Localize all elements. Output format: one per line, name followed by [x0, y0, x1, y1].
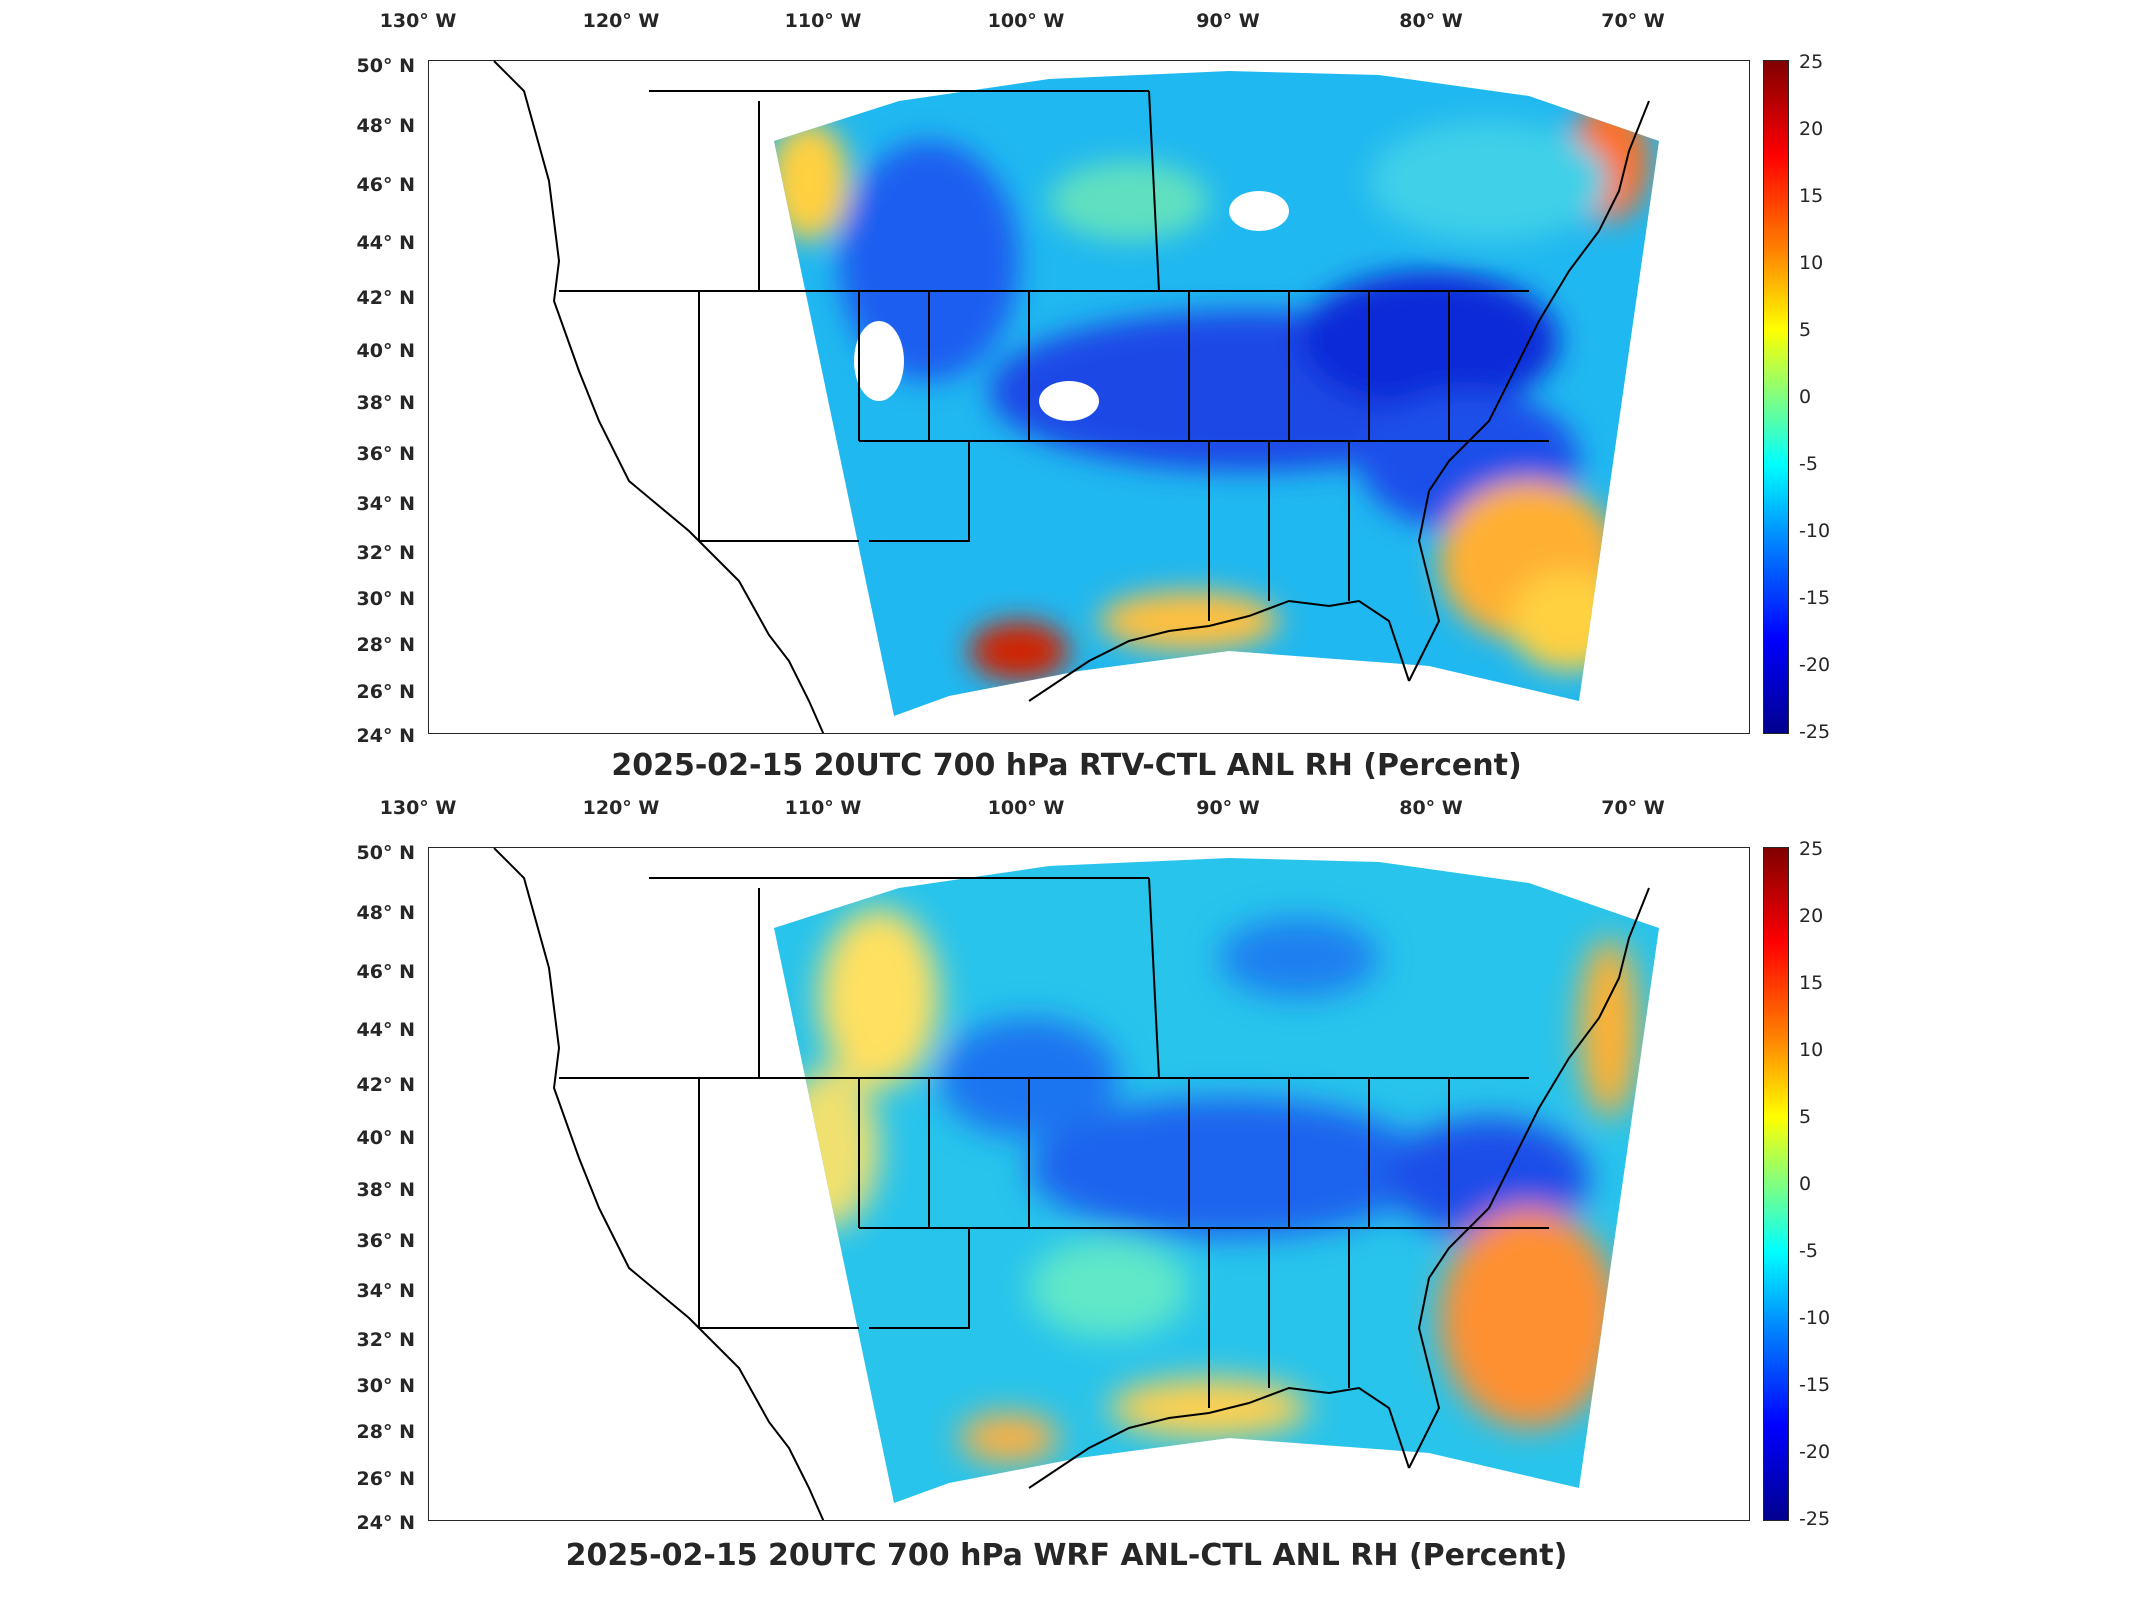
colorbar-tick: 0 — [1799, 1173, 1812, 1195]
lat-label: 24° N — [356, 1512, 415, 1534]
colorbar-tick: 20 — [1799, 905, 1824, 927]
lon-label: 80° W — [1399, 797, 1463, 819]
colorbar-tick: -15 — [1799, 587, 1831, 609]
colorbar-tick: 15 — [1799, 185, 1824, 207]
panel-rtv-ctl: 130° W 120° W 110° W 100° W 90° W 80° W … — [0, 0, 2133, 790]
lat-label: 30° N — [356, 588, 415, 610]
lat-label: 32° N — [356, 1329, 415, 1351]
lat-label: 38° N — [356, 1179, 415, 1201]
lat-label: 26° N — [356, 681, 415, 703]
map-frame — [428, 847, 1750, 1521]
colorbar — [1763, 847, 1789, 1521]
colorbar-tick: -10 — [1799, 1307, 1831, 1329]
coastline-and-borders — [493, 848, 1650, 1520]
lat-label: 48° N — [356, 902, 415, 924]
lat-label: 38° N — [356, 392, 415, 414]
panel-wrf-anl-ctl: 130° W 120° W 110° W 100° W 90° W 80° W … — [0, 790, 2133, 1580]
colorbar-tick: -10 — [1799, 520, 1831, 542]
lat-label: 34° N — [356, 493, 415, 515]
lon-label: 130° W — [379, 10, 457, 32]
colorbar-tick: -25 — [1799, 721, 1831, 743]
lat-label: 50° N — [356, 55, 415, 77]
panel-title: 2025-02-15 20UTC 700 hPa WRF ANL-CTL ANL… — [565, 1538, 1568, 1573]
lat-label: 40° N — [356, 340, 415, 362]
lon-label: 100° W — [987, 797, 1065, 819]
lon-label: 120° W — [582, 10, 660, 32]
lon-label: 110° W — [784, 10, 862, 32]
rh-difference-map — [493, 848, 1659, 1520]
colorbar-tick: 5 — [1799, 1106, 1812, 1128]
lat-label: 40° N — [356, 1127, 415, 1149]
lat-label: 42° N — [356, 287, 415, 309]
colorbar-tick: 5 — [1799, 319, 1812, 341]
lon-label: 130° W — [379, 797, 457, 819]
lon-label: 80° W — [1399, 10, 1463, 32]
lon-label: 90° W — [1196, 797, 1260, 819]
lat-label: 36° N — [356, 443, 415, 465]
lat-label: 32° N — [356, 542, 415, 564]
colorbar-tick: -20 — [1799, 1441, 1831, 1463]
lat-label: 34° N — [356, 1280, 415, 1302]
panel-title: 2025-02-15 20UTC 700 hPa RTV-CTL ANL RH … — [611, 748, 1522, 783]
colorbar-tick: 15 — [1799, 972, 1824, 994]
lat-label: 28° N — [356, 634, 415, 656]
data-field — [774, 71, 1659, 716]
colorbar-tick: -20 — [1799, 654, 1831, 676]
lat-label: 50° N — [356, 842, 415, 864]
colorbar-tick: -15 — [1799, 1374, 1831, 1396]
colorbar-tick: 25 — [1799, 51, 1824, 73]
data-field — [774, 858, 1659, 1503]
map-frame — [428, 60, 1750, 734]
colorbar-tick: 0 — [1799, 386, 1812, 408]
lat-label: 44° N — [356, 232, 415, 254]
colorbar — [1763, 60, 1789, 734]
colorbar-tick: -5 — [1799, 453, 1818, 475]
lat-label: 26° N — [356, 1468, 415, 1490]
lat-label: 24° N — [356, 725, 415, 747]
lon-label: 120° W — [582, 797, 660, 819]
lat-label: 46° N — [356, 961, 415, 983]
lat-label: 42° N — [356, 1074, 415, 1096]
lon-label: 100° W — [987, 10, 1065, 32]
lat-label: 30° N — [356, 1375, 415, 1397]
colorbar-tick: -5 — [1799, 1240, 1818, 1262]
lat-label: 36° N — [356, 1230, 415, 1252]
colorbar-tick: 10 — [1799, 1039, 1824, 1061]
lon-label: 70° W — [1601, 10, 1665, 32]
lat-label: 48° N — [356, 115, 415, 137]
lat-label: 28° N — [356, 1421, 415, 1443]
coastline-and-borders — [493, 61, 1650, 733]
lon-label: 110° W — [784, 797, 862, 819]
colorbar-tick: 25 — [1799, 838, 1824, 860]
lat-label: 44° N — [356, 1019, 415, 1041]
colorbar-tick: 10 — [1799, 252, 1824, 274]
colorbar-tick: 20 — [1799, 118, 1824, 140]
lon-label: 70° W — [1601, 797, 1665, 819]
colorbar-tick: -25 — [1799, 1508, 1831, 1530]
lon-label: 90° W — [1196, 10, 1260, 32]
lat-label: 46° N — [356, 174, 415, 196]
rh-difference-map — [493, 61, 1659, 733]
